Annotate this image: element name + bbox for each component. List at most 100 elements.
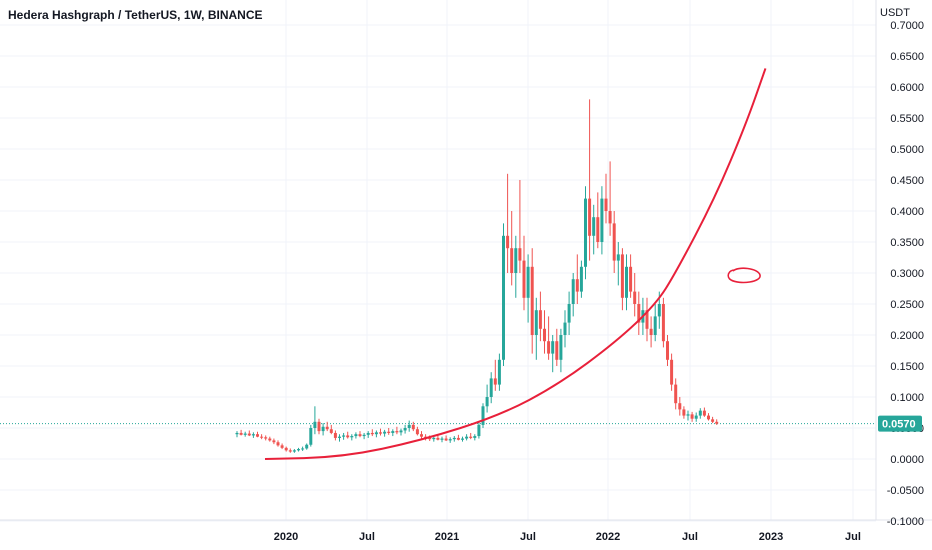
candle-body <box>608 211 612 224</box>
candle-body <box>461 438 464 440</box>
candle-body <box>420 434 423 437</box>
y-tick-label: 0.3500 <box>890 237 924 249</box>
candle-body <box>354 434 358 437</box>
candle-body <box>362 434 366 437</box>
candle-body <box>485 397 489 407</box>
candle-body <box>440 438 444 440</box>
candle-body <box>313 421 317 428</box>
y-tick-label: 0.2500 <box>890 299 924 311</box>
candle-body <box>551 341 555 354</box>
candle-body <box>333 432 337 438</box>
x-tick-label: 2022 <box>596 531 620 543</box>
y-tick-label: -0.1000 <box>887 516 924 528</box>
candle-body <box>284 447 288 451</box>
candle-body <box>715 421 719 424</box>
y-axis: -0.1000-0.05000.00000.05000.10000.15000.… <box>887 20 924 528</box>
candle-body <box>448 439 452 441</box>
y-tick-label: 0.5500 <box>890 113 924 125</box>
current-price-tag: 0.0570 <box>878 415 922 432</box>
candle-body <box>481 406 485 425</box>
candle-body <box>338 436 341 438</box>
candle-body <box>625 266 628 298</box>
candle-body <box>502 235 505 360</box>
svg-text:0.0570: 0.0570 <box>882 419 916 431</box>
y-tick-label: 0.7000 <box>890 20 924 32</box>
candle-body <box>538 310 542 329</box>
candle-body <box>399 430 403 433</box>
candle-body <box>629 266 633 292</box>
candle-body <box>444 438 448 441</box>
candle-body <box>563 322 567 335</box>
candle-body <box>604 198 608 211</box>
candle-body <box>567 304 571 323</box>
candle-body <box>387 431 391 433</box>
candle-body <box>407 424 411 428</box>
candle-body <box>588 198 592 236</box>
candle-body <box>530 266 534 335</box>
y-tick-label: -0.0500 <box>887 485 924 497</box>
ma-line <box>264 68 767 460</box>
candle-body <box>637 304 641 323</box>
candle-body <box>596 217 600 242</box>
candle-body <box>243 433 247 435</box>
candle-body <box>415 429 419 435</box>
candle-body <box>288 450 292 452</box>
candle-body <box>600 198 604 242</box>
candle-body <box>645 310 649 329</box>
candle-body <box>305 444 309 449</box>
candle-body <box>235 432 239 435</box>
candle-body <box>711 419 715 422</box>
y-tick-label: 0.6500 <box>890 51 924 63</box>
candle-body <box>682 409 686 416</box>
candle-body <box>477 424 481 437</box>
candle-body <box>411 424 415 430</box>
candle-body <box>247 433 251 436</box>
candle-body <box>661 304 665 342</box>
candle-body <box>612 223 616 261</box>
candle-body <box>547 341 551 354</box>
candle-body <box>272 440 276 443</box>
x-tick-label: Jul <box>520 531 536 543</box>
candle-body <box>370 432 374 435</box>
candle-body <box>518 248 522 261</box>
candle-body <box>653 316 657 335</box>
y-tick-label: 0.1000 <box>890 392 924 404</box>
candle-body <box>473 436 477 438</box>
candle-body <box>707 415 710 420</box>
candle-body <box>690 414 694 419</box>
y-tick-label: 0.3000 <box>890 268 924 280</box>
candle-body <box>694 415 698 419</box>
x-axis: 2020 Jul 2021 Jul 2022 Jul 2023 Jul <box>274 531 861 543</box>
candle-body <box>506 235 510 249</box>
candle-body <box>702 410 706 416</box>
candle-body <box>432 437 436 440</box>
candle-body <box>469 436 473 438</box>
candle-body <box>526 266 530 298</box>
candle-body <box>366 432 370 435</box>
candle-body <box>657 304 661 317</box>
candle-body <box>309 428 313 445</box>
annotation-circle <box>727 267 761 284</box>
candle-body <box>436 437 440 440</box>
candle-body <box>239 432 243 435</box>
y-tick-label: 0.5000 <box>890 144 924 156</box>
candle-body <box>497 359 501 385</box>
candle-body <box>510 248 514 273</box>
candle-body <box>522 260 526 298</box>
candle-body <box>358 434 362 437</box>
chart-title: Hedera Hashgraph / TetherUS, 1W, BINANCE <box>8 8 263 22</box>
y-tick-label: 0.1500 <box>890 361 924 373</box>
candle-body <box>292 450 296 452</box>
candle-body <box>649 328 653 335</box>
candle-body <box>534 310 538 335</box>
candle-body <box>329 429 333 433</box>
currency-label: USDT <box>880 7 910 19</box>
candle-body <box>543 328 546 342</box>
y-tick-label: 0.4500 <box>890 175 924 187</box>
candle-body <box>383 431 387 434</box>
candle-body <box>301 448 305 450</box>
candle-body <box>678 403 682 410</box>
candle-body <box>317 421 321 432</box>
x-tick-label: Jul <box>359 531 375 543</box>
